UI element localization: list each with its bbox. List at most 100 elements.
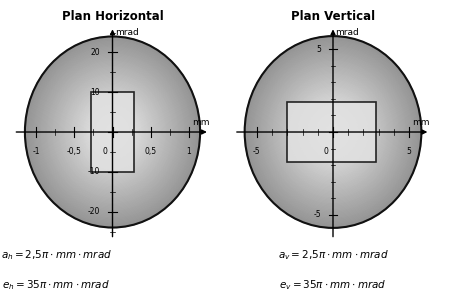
Ellipse shape [49,63,176,201]
Ellipse shape [258,51,408,213]
Text: mrad: mrad [115,28,139,37]
Text: 0,5: 0,5 [144,147,157,156]
Ellipse shape [332,131,334,133]
Ellipse shape [314,112,352,152]
Ellipse shape [259,52,407,212]
Ellipse shape [316,114,350,150]
Ellipse shape [107,126,118,138]
Ellipse shape [308,104,358,160]
Ellipse shape [260,53,406,211]
Ellipse shape [76,93,148,171]
Ellipse shape [281,76,385,188]
Text: $e_h = 35\pi \cdot mm \cdot mrad$: $e_h = 35\pi \cdot mm \cdot mrad$ [2,278,110,292]
Text: -1: -1 [32,147,40,156]
Ellipse shape [301,97,365,167]
Text: 0: 0 [103,147,108,156]
Ellipse shape [96,114,129,150]
Text: 5: 5 [407,147,412,156]
Ellipse shape [279,73,387,191]
Text: 5: 5 [316,45,321,54]
Ellipse shape [54,68,171,196]
Ellipse shape [315,113,351,151]
Ellipse shape [290,85,376,179]
Ellipse shape [83,100,142,164]
Ellipse shape [310,107,356,157]
Ellipse shape [61,76,164,188]
Text: -5: -5 [253,147,261,156]
Ellipse shape [65,81,160,183]
Ellipse shape [261,54,405,210]
Ellipse shape [51,65,174,199]
Ellipse shape [250,42,416,222]
Ellipse shape [79,95,146,169]
Ellipse shape [57,71,168,193]
Ellipse shape [47,60,178,204]
Text: mm: mm [413,118,430,126]
Text: mm: mm [192,118,210,126]
Ellipse shape [52,66,173,198]
Ellipse shape [255,47,411,217]
Ellipse shape [93,111,132,154]
Ellipse shape [311,108,355,156]
Ellipse shape [112,131,113,133]
Ellipse shape [252,45,414,220]
Ellipse shape [280,75,386,189]
Bar [287,102,376,162]
Ellipse shape [246,37,420,227]
Ellipse shape [257,49,409,215]
Ellipse shape [306,102,360,162]
Ellipse shape [303,100,363,164]
Ellipse shape [102,120,123,144]
Text: -10: -10 [88,167,100,176]
Ellipse shape [56,70,169,194]
Ellipse shape [94,112,131,152]
Ellipse shape [70,85,155,179]
Ellipse shape [292,88,374,176]
Ellipse shape [277,71,389,193]
Ellipse shape [25,37,200,227]
Ellipse shape [318,115,348,149]
Title: Plan Horizontal: Plan Horizontal [62,10,163,23]
Ellipse shape [95,113,130,151]
Text: 0: 0 [323,147,328,156]
Ellipse shape [48,62,177,202]
Ellipse shape [46,59,179,205]
Ellipse shape [266,59,400,205]
Ellipse shape [90,107,135,157]
Ellipse shape [248,40,418,224]
Ellipse shape [285,80,381,184]
Ellipse shape [304,101,362,163]
Text: $a_v = 2{,}5\pi \cdot mm \cdot mrad$: $a_v = 2{,}5\pi \cdot mm \cdot mrad$ [278,248,388,262]
Ellipse shape [309,106,357,158]
Ellipse shape [306,103,360,161]
Ellipse shape [319,116,347,148]
Ellipse shape [58,72,167,192]
Ellipse shape [35,47,190,217]
Ellipse shape [320,118,346,146]
Ellipse shape [74,90,151,174]
Text: 20: 20 [91,48,100,57]
Ellipse shape [251,43,415,221]
Ellipse shape [81,97,144,167]
Ellipse shape [256,48,410,216]
Ellipse shape [293,89,373,175]
Ellipse shape [100,119,125,145]
Ellipse shape [278,72,388,192]
Ellipse shape [82,99,143,165]
Ellipse shape [45,58,180,206]
Ellipse shape [326,125,340,139]
Ellipse shape [110,130,115,134]
Ellipse shape [50,64,175,200]
Ellipse shape [42,56,183,208]
Ellipse shape [69,84,156,180]
Ellipse shape [296,91,370,173]
Ellipse shape [275,70,391,194]
Ellipse shape [80,96,145,168]
Ellipse shape [97,115,128,149]
Ellipse shape [328,127,338,137]
Ellipse shape [302,99,364,165]
Ellipse shape [267,60,399,204]
Ellipse shape [39,52,186,212]
Ellipse shape [265,58,401,206]
Ellipse shape [92,109,133,155]
